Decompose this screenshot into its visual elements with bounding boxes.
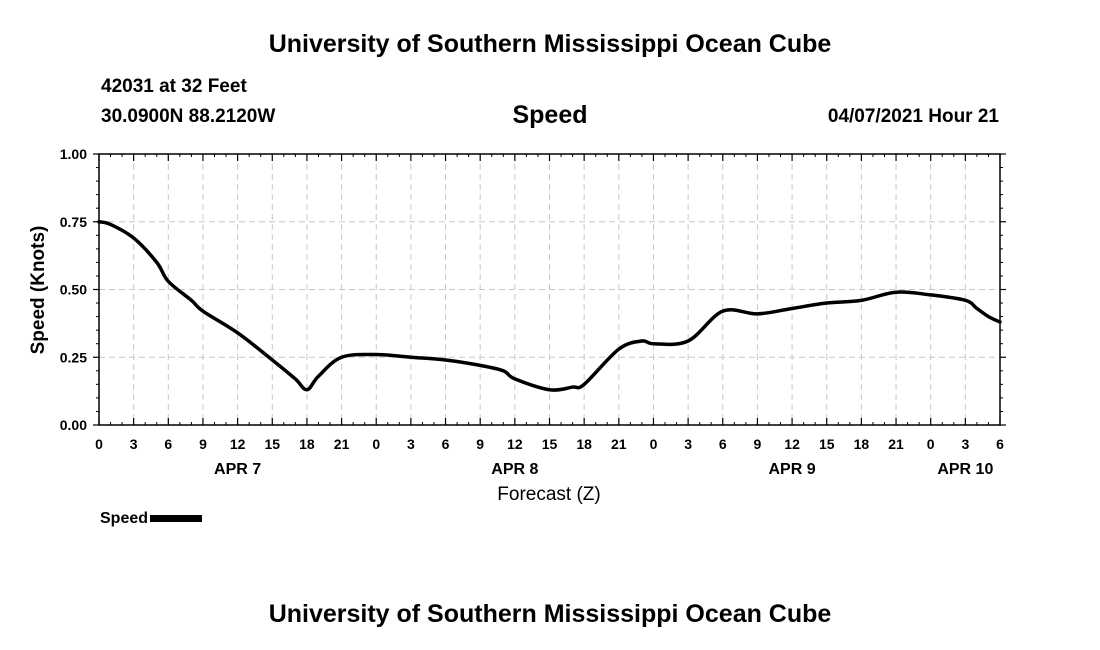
x-tick-label: 0 — [650, 436, 658, 452]
x-tick-label: 15 — [819, 436, 835, 452]
day-label: APR 10 — [937, 461, 993, 478]
x-axis-title: Forecast (Z) — [497, 484, 600, 505]
x-tick-label: 18 — [299, 436, 315, 452]
speed-series-line — [97, 220, 1002, 392]
x-tick-label: 3 — [961, 436, 969, 452]
x-tick-label: 12 — [784, 436, 800, 452]
y-tick-label: 1.00 — [60, 146, 87, 162]
day-label: APR 7 — [214, 461, 261, 478]
x-tick-label: 6 — [164, 436, 172, 452]
x-tick-label: 15 — [542, 436, 558, 452]
plot-frame — [98, 153, 1001, 426]
x-tick-label: 21 — [611, 436, 627, 452]
x-tick-label: 9 — [754, 436, 762, 452]
grid-lines — [99, 154, 1000, 425]
y-tick-label: 0.50 — [60, 282, 87, 298]
x-tick-label: 3 — [684, 436, 692, 452]
x-tick-label: 9 — [199, 436, 207, 452]
legend: Speed — [100, 510, 203, 528]
day-label: APR 8 — [491, 461, 538, 478]
y-axis-title: Speed (Knots) — [28, 226, 49, 355]
x-tick-label: 0 — [372, 436, 380, 452]
x-tick-label: 21 — [888, 436, 904, 452]
y-tick-label: 0.00 — [60, 417, 87, 433]
datetime-label: 04/07/2021 Hour 21 — [827, 106, 999, 127]
y-axis-ticks — [93, 153, 1006, 426]
x-tick-label: 3 — [130, 436, 138, 452]
coordinates-label: 30.0900N 88.2120W — [101, 106, 276, 127]
y-tick-label: 0.25 — [60, 349, 87, 365]
x-axis-tick-labels: 0 3 6 9 12 15 18 21 0 3 6 9 12 15 18 21 0 3 6 9 12 15 18 21 0 3 6 — [95, 436, 1004, 452]
x-tick-label: 0 — [95, 436, 103, 452]
x-tick-label: 6 — [442, 436, 450, 452]
chart-subtitle: Speed — [512, 101, 588, 129]
x-tick-label: 3 — [407, 436, 415, 452]
x-tick-label: 12 — [230, 436, 246, 452]
x-tick-label: 18 — [854, 436, 870, 452]
legend-swatch — [150, 515, 203, 523]
x-tick-label: 9 — [476, 436, 484, 452]
footer-title: University of Southern Mississippi Ocean… — [268, 600, 832, 628]
legend-label: Speed — [100, 510, 149, 527]
station-label: 42031 at 32 Feet — [101, 76, 247, 97]
x-tick-label: 12 — [507, 436, 523, 452]
x-tick-label: 21 — [334, 436, 350, 452]
y-tick-label: 0.75 — [60, 214, 87, 230]
day-label: APR 9 — [769, 461, 816, 478]
x-tick-label: 6 — [996, 436, 1004, 452]
x-tick-label: 6 — [719, 436, 727, 452]
x-tick-label: 15 — [264, 436, 280, 452]
y-axis-tick-labels: 0.00 0.25 0.50 0.75 1.00 — [60, 146, 87, 433]
x-tick-label: 0 — [927, 436, 935, 452]
day-labels: APR 7 APR 8 APR 9 APR 10 — [214, 461, 993, 478]
x-tick-label: 18 — [576, 436, 592, 452]
chart-main-title: University of Southern Mississippi Ocean… — [268, 30, 832, 58]
